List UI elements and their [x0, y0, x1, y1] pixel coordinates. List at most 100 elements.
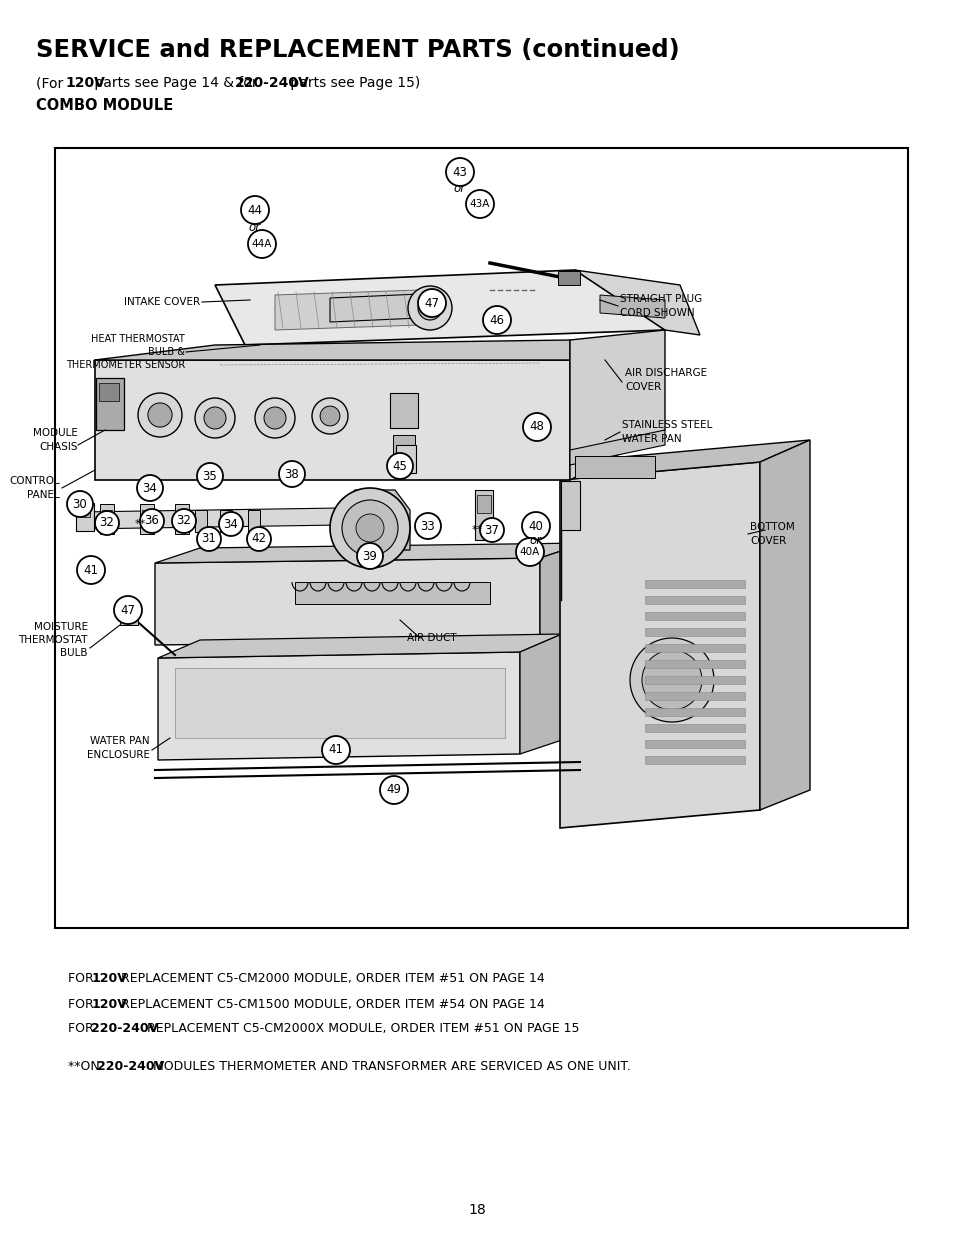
- Circle shape: [113, 597, 142, 624]
- Bar: [140, 504, 153, 534]
- Circle shape: [204, 408, 226, 429]
- Polygon shape: [539, 543, 584, 640]
- Text: or: or: [249, 221, 261, 233]
- Text: 43: 43: [452, 165, 467, 179]
- Bar: [177, 510, 187, 522]
- Circle shape: [341, 500, 397, 556]
- Text: 37: 37: [484, 524, 499, 536]
- Text: STAINLESS STEEL
WATER PAN: STAINLESS STEEL WATER PAN: [621, 420, 712, 443]
- Polygon shape: [95, 340, 569, 359]
- Bar: [96, 378, 124, 430]
- Text: 38: 38: [284, 468, 299, 480]
- Polygon shape: [575, 270, 700, 335]
- Bar: [174, 668, 504, 739]
- Text: 220-240V: 220-240V: [97, 1060, 164, 1073]
- Circle shape: [140, 509, 164, 534]
- Polygon shape: [154, 558, 539, 645]
- Bar: [644, 580, 744, 588]
- Bar: [475, 490, 493, 540]
- Text: 39: 39: [362, 550, 377, 562]
- Circle shape: [137, 475, 163, 501]
- Text: COMBO MODULE: COMBO MODULE: [36, 98, 173, 112]
- Circle shape: [248, 230, 275, 258]
- Bar: [644, 643, 744, 652]
- Text: REPLACEMENT C5-CM2000X MODULE, ORDER ITEM #51 ON PAGE 15: REPLACEMENT C5-CM2000X MODULE, ORDER ITE…: [143, 1023, 579, 1035]
- Circle shape: [219, 513, 243, 536]
- Bar: [393, 435, 415, 466]
- Bar: [395, 445, 416, 473]
- Bar: [644, 659, 744, 668]
- Text: 34: 34: [142, 482, 157, 494]
- Text: parts see Page 15): parts see Page 15): [285, 77, 419, 90]
- Polygon shape: [569, 430, 664, 466]
- Polygon shape: [339, 490, 410, 550]
- Text: 31: 31: [201, 532, 216, 546]
- Text: 32: 32: [176, 515, 192, 527]
- Text: SERVICE and REPLACEMENT PARTS (continued): SERVICE and REPLACEMENT PARTS (continued…: [36, 38, 679, 62]
- Bar: [476, 495, 491, 513]
- Circle shape: [522, 412, 551, 441]
- Text: **: **: [134, 519, 146, 529]
- Text: or: or: [529, 534, 541, 547]
- Bar: [558, 270, 579, 285]
- Text: 34: 34: [223, 517, 238, 531]
- Text: 42: 42: [252, 532, 266, 546]
- Polygon shape: [760, 440, 809, 810]
- Circle shape: [278, 461, 305, 487]
- Bar: [76, 503, 94, 531]
- Circle shape: [629, 638, 713, 722]
- Polygon shape: [559, 462, 760, 827]
- Circle shape: [415, 513, 440, 538]
- Bar: [644, 724, 744, 732]
- Bar: [644, 676, 744, 684]
- Circle shape: [194, 398, 234, 438]
- Circle shape: [77, 556, 105, 584]
- Circle shape: [641, 650, 701, 710]
- Polygon shape: [158, 634, 561, 658]
- Text: 32: 32: [99, 516, 114, 530]
- Text: 43A: 43A: [469, 199, 490, 209]
- Bar: [294, 582, 490, 604]
- Bar: [55, 148, 907, 927]
- Bar: [644, 756, 744, 764]
- Text: 44: 44: [247, 204, 262, 216]
- Bar: [142, 510, 152, 522]
- Text: 41: 41: [328, 743, 343, 757]
- Circle shape: [312, 398, 348, 433]
- Text: FOR: FOR: [68, 972, 97, 986]
- Circle shape: [417, 289, 446, 317]
- Bar: [644, 613, 744, 620]
- Circle shape: [479, 517, 503, 542]
- Text: 49: 49: [386, 783, 401, 797]
- Text: MODULE
CHASIS: MODULE CHASIS: [33, 429, 78, 452]
- Circle shape: [254, 398, 294, 438]
- Text: MOISTURE
THERMOSTAT
BULB: MOISTURE THERMOSTAT BULB: [18, 621, 88, 658]
- Bar: [644, 692, 744, 700]
- Circle shape: [196, 463, 223, 489]
- Text: 40: 40: [528, 520, 543, 532]
- Polygon shape: [80, 508, 339, 529]
- Circle shape: [521, 513, 550, 540]
- Text: 36: 36: [145, 515, 159, 527]
- Text: 220-240V: 220-240V: [235, 77, 310, 90]
- Circle shape: [482, 306, 511, 333]
- Text: (For: (For: [36, 77, 68, 90]
- Circle shape: [67, 492, 92, 517]
- Text: FOR: FOR: [68, 1023, 97, 1035]
- Text: 45: 45: [392, 459, 407, 473]
- Text: CONTROL
PANEL: CONTROL PANEL: [10, 477, 60, 500]
- Bar: [644, 740, 744, 748]
- Text: 120V: 120V: [91, 998, 127, 1011]
- Polygon shape: [274, 290, 419, 330]
- Text: 120V: 120V: [65, 77, 105, 90]
- Polygon shape: [214, 270, 664, 345]
- Text: BOTTOM
COVER: BOTTOM COVER: [749, 522, 794, 546]
- Bar: [120, 603, 138, 625]
- Bar: [575, 456, 655, 478]
- Circle shape: [172, 509, 195, 534]
- Text: REPLACEMENT C5-CM1500 MODULE, ORDER ITEM #54 ON PAGE 14: REPLACEMENT C5-CM1500 MODULE, ORDER ITEM…: [117, 998, 544, 1011]
- Circle shape: [241, 196, 269, 224]
- Text: **: **: [471, 525, 482, 535]
- Circle shape: [379, 776, 408, 804]
- Circle shape: [330, 488, 410, 568]
